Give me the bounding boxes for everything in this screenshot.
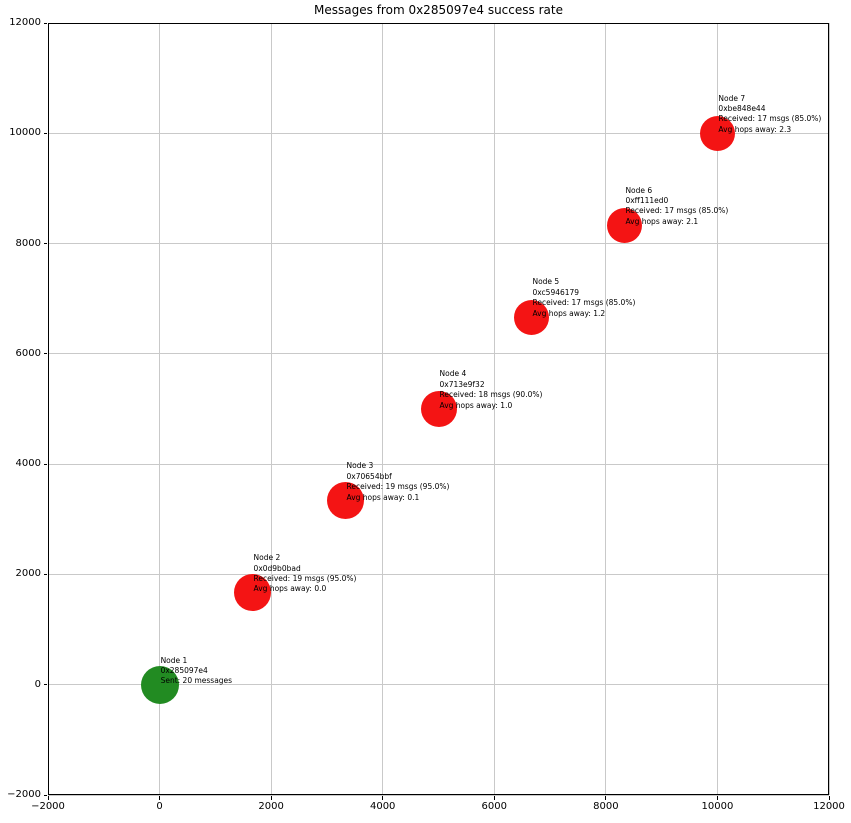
y-tick-label: 10000 xyxy=(9,127,41,139)
x-tick-mark xyxy=(716,796,718,800)
gridline-horizontal xyxy=(48,684,829,686)
annotation-line: Avg hops away: 2.3 xyxy=(718,124,792,134)
y-tick-mark xyxy=(43,22,47,24)
y-tick-label: 2000 xyxy=(15,568,41,580)
y-tick-mark xyxy=(43,684,47,686)
gridline-vertical xyxy=(493,23,495,795)
y-tick-label: 4000 xyxy=(15,458,41,470)
x-tick-mark xyxy=(270,796,272,800)
annotation-line: Received: 17 msgs (85.0%) xyxy=(718,114,822,124)
annotation-line: Received: 19 msgs (95.0%) xyxy=(346,482,450,492)
x-tick-label: 12000 xyxy=(813,801,845,812)
x-tick-mark xyxy=(159,796,161,800)
annotation-node-5: Node 5 0xc5946179 Received: 17 msgs (85.0%… xyxy=(532,277,635,319)
annotation-line: Node 2 xyxy=(253,553,281,563)
y-tick-mark xyxy=(43,243,47,245)
annotation-line: Avg hops away: 2.1 xyxy=(625,216,699,226)
gridline-horizontal xyxy=(48,132,829,134)
annotation-line: Node 7 xyxy=(718,93,746,103)
scatter-point-node-2 xyxy=(234,574,272,612)
gridline-horizontal xyxy=(48,794,829,796)
y-tick-mark xyxy=(43,573,47,575)
y-tick-label: −2000 xyxy=(7,789,41,800)
scatter-point-node-6 xyxy=(606,207,642,243)
annotation-line: 0x0d9b0bad xyxy=(253,563,301,573)
annotation-node-4: Node 4 0x713e9f32 Received: 18 msgs (90.0%… xyxy=(440,369,543,411)
annotation-line: Avg hops away: 1.0 xyxy=(439,400,513,410)
y-tick-label: 12000 xyxy=(9,17,41,28)
x-tick-label: 2000 xyxy=(258,801,284,812)
annotation-node-1: Node 1 0x285097e4 Sent: 20 messages xyxy=(161,656,233,687)
gridline-horizontal xyxy=(48,463,829,465)
annotation-line: 0x285097e4 xyxy=(160,665,208,675)
gridline-vertical xyxy=(605,23,607,795)
y-tick-mark xyxy=(43,463,47,465)
x-tick-mark xyxy=(828,796,830,800)
annotation-line: 0xbe848e44 xyxy=(718,104,766,114)
chart-title: Messages from 0x285097e4 success rate xyxy=(314,3,563,17)
scatter-point-node-5 xyxy=(513,299,549,335)
annotation-line: Received: 19 msgs (95.0%) xyxy=(253,574,357,583)
gridline-vertical xyxy=(716,23,718,795)
x-tick-mark xyxy=(47,796,49,800)
annotation-line: Node 5 xyxy=(532,277,560,287)
annotation-line: Avg hops away: 0.0 xyxy=(253,584,327,594)
annotation-line: Avg hops away: 1.2 xyxy=(532,308,606,318)
x-tick-label: 10000 xyxy=(701,801,734,812)
gridline-vertical xyxy=(270,23,272,795)
annotation-line: 0x70654bbf xyxy=(346,471,392,481)
x-tick-label: 4000 xyxy=(369,801,396,812)
scatter-point-node-1 xyxy=(140,665,179,704)
y-tick-label: 8000 xyxy=(15,237,41,249)
scatter-point-node-4 xyxy=(420,391,457,427)
y-tick-label: 0 xyxy=(34,678,41,690)
annotation-line: 0x713e9f32 xyxy=(439,379,485,389)
x-tick-mark xyxy=(493,796,495,800)
x-tick-label: −2000 xyxy=(31,801,65,812)
gridline-horizontal xyxy=(48,353,829,355)
y-tick-mark xyxy=(43,132,47,134)
annotation-line: Sent: 20 messages xyxy=(160,676,233,686)
annotation-line: Node 6 xyxy=(625,185,653,195)
annotation-line: Node 3 xyxy=(346,461,374,471)
x-tick-mark xyxy=(605,796,607,800)
gridline-vertical xyxy=(382,23,384,795)
gridline-vertical xyxy=(828,23,830,795)
annotation-node-3: Node 3 0x70654bbf Received: 19 msgs (95.0%… xyxy=(347,461,450,503)
annotation-line: Avg hops away: 0.1 xyxy=(346,492,420,502)
gridline-vertical xyxy=(159,23,161,795)
annotation-line: 0xc5946179 xyxy=(532,287,580,297)
x-tick-mark xyxy=(382,796,384,800)
x-tick-label: 8000 xyxy=(593,801,619,812)
annotation-node-2: Node 2 0x0d9b0bad Received: 19 msgs (95.0%… xyxy=(254,553,357,595)
y-tick-mark xyxy=(43,353,47,355)
annotation-line: Received: 18 msgs (90.0%) xyxy=(439,390,543,400)
annotation-node-7: Node 7 0xbe848e44 Received: 17 msgs (85.0%… xyxy=(718,94,821,136)
axes-frame xyxy=(48,23,829,795)
annotation-node-6: Node 6 0xff111ed0 Received: 17 msgs (85.0%… xyxy=(625,186,728,228)
annotation-line: Node 1 xyxy=(160,655,188,665)
annotation-line: 0xff111ed0 xyxy=(625,195,669,205)
annotation-line: Received: 17 msgs (85.0%) xyxy=(532,298,636,308)
scatter-point-node-7 xyxy=(699,115,735,151)
annotation-line: Node 4 xyxy=(439,369,467,379)
scatter-point-node-3 xyxy=(327,482,365,520)
annotation-line: Received: 17 msgs (85.0%) xyxy=(625,206,729,216)
gridline-horizontal xyxy=(48,243,829,245)
gridline-horizontal xyxy=(48,573,829,575)
y-tick-label: 6000 xyxy=(15,347,41,359)
x-tick-label: 0 xyxy=(156,801,163,812)
x-tick-label: 6000 xyxy=(481,801,507,812)
y-tick-mark xyxy=(43,794,47,796)
